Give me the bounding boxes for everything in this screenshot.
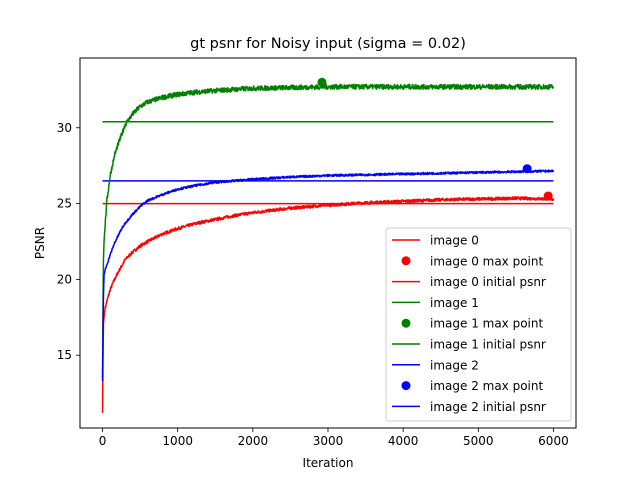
x-tick-label: 0 [99,434,107,448]
x-tick-label: 2000 [238,434,269,448]
psnr-line-image-0 [101,196,555,413]
legend-frame [385,227,572,422]
max-point-image-1 [317,77,327,87]
x-tick-label: 1000 [162,434,193,448]
legend-label: image 2 initial psnr [430,400,546,414]
psnr-line-image-1 [101,83,555,378]
legend-label: image 0 max point [430,254,543,268]
chart-title: gt psnr for Noisy input (sigma = 0.02) [190,36,466,52]
axis-ticks: 0 1000 2000 3000 4000 5000 6000 15 20 25 30 [57,121,569,448]
y-tick-label: 25 [57,197,72,211]
x-tick-label: 4000 [388,434,419,448]
x-tick-label: 6000 [538,434,569,448]
legend-label: image 2 [430,358,479,372]
legend-label: image 0 initial psnr [430,275,546,289]
x-axis-label: Iteration [303,456,354,470]
legend-label: image 2 max point [430,379,543,393]
legend-marker-swatch [401,256,411,266]
y-tick-label: 15 [57,348,72,362]
legend-label: image 0 [430,234,479,248]
max-point-image-2 [522,164,532,174]
legend-label: image 1 initial psnr [430,338,546,352]
max-point-image-0 [543,191,553,201]
legend-label: image 1 max point [430,317,543,331]
y-tick-label: 20 [57,272,72,286]
legend-marker-swatch [401,318,411,328]
psnr-line-image-2 [101,169,555,381]
x-tick-label: 5000 [463,434,494,448]
legend-label: image 1 [430,296,479,310]
plot-area [101,77,555,413]
y-tick-label: 30 [57,121,72,135]
legend: image 0 image 0 max point image 0 initial … [385,227,572,422]
x-tick-label: 3000 [313,434,344,448]
legend-marker-swatch [401,381,411,391]
y-axis-label: PSNR [33,227,47,259]
